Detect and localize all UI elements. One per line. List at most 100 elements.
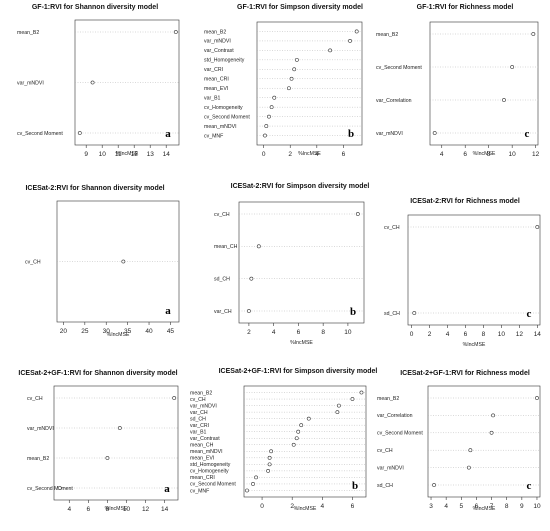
data-point xyxy=(510,65,515,69)
data-point xyxy=(355,212,360,216)
x-tick-label: 2 xyxy=(290,503,294,510)
x-tick-label: 5 xyxy=(459,503,463,510)
plot-frame xyxy=(429,21,539,146)
variable-label: std_Homogeneity xyxy=(190,462,231,468)
data-point xyxy=(354,29,359,34)
x-tick-label: 14 xyxy=(534,331,542,338)
data-point xyxy=(291,442,296,447)
data-point xyxy=(535,225,540,229)
panel-letter: b xyxy=(352,480,358,492)
plot-frame xyxy=(427,385,541,498)
panel-2: GF-1:RVI for Simpson diversity model mean… xyxy=(204,4,363,158)
x-tick-label: 10 xyxy=(533,503,541,510)
x-tick-label: 6 xyxy=(464,331,468,338)
variable-label: cv_Second Moment xyxy=(377,431,423,437)
data-point xyxy=(296,429,301,434)
panel-3: GF-1:RVI for Richness model mean_B2 cv_Sec… xyxy=(376,4,540,158)
data-point xyxy=(350,397,355,401)
x-tick-label: 4 xyxy=(440,151,444,158)
data-point xyxy=(247,309,251,313)
data-point xyxy=(432,131,437,135)
x-axis-label: %IncMSE xyxy=(290,340,313,346)
plot-frame xyxy=(256,21,363,146)
panel-title: ICESat-2:RVI for Simpson diversity model xyxy=(231,183,370,190)
variable-label: mean_EVI xyxy=(190,456,214,462)
panel-1: GF-1:RVI for Shannon diversity model mean… xyxy=(17,4,180,158)
data-point xyxy=(267,455,272,460)
panel-letter: c xyxy=(527,480,532,492)
variable-label: var_mNDVI xyxy=(27,426,54,432)
data-point xyxy=(264,124,269,128)
variable-label: mean_EVI xyxy=(204,86,228,92)
panel-letter: a xyxy=(165,305,171,317)
x-tick-label: 10 xyxy=(344,329,352,336)
panel-7: ICESat-2+GF-1:RVI for Shannon diversity … xyxy=(18,370,179,513)
x-tick-label: 0 xyxy=(260,503,264,510)
panel-title: ICESat-2+GF-1:RVI for Simpson diversity … xyxy=(219,368,378,375)
x-tick-label: 8 xyxy=(505,503,509,510)
x-tick-label: 7 xyxy=(490,503,494,510)
data-point xyxy=(267,114,271,119)
x-tick-label: 20 xyxy=(60,328,68,335)
variable-label: mean_CH xyxy=(190,443,214,449)
x-axis-label: %IncMSE xyxy=(473,151,496,157)
variable-label: var_mNDVI xyxy=(204,39,231,45)
x-tick-label: 12 xyxy=(142,506,150,513)
data-point xyxy=(466,465,471,470)
variable-label: mean_mNDVI xyxy=(190,449,223,455)
x-axis-label: %IncMSE xyxy=(463,342,486,348)
panel-5: ICESat-2:RVI for Simpson diversity model… xyxy=(214,183,369,346)
x-tick-label: 9 xyxy=(520,503,524,510)
variable-label: cv_CH xyxy=(25,259,41,265)
data-point xyxy=(336,403,341,408)
panel-title: GF-1:RVI for Shannon diversity model xyxy=(32,4,158,11)
x-tick-label: 14 xyxy=(161,506,169,513)
x-axis-label: %IncMSE xyxy=(107,332,130,338)
data-point xyxy=(502,98,506,102)
data-point xyxy=(294,57,299,62)
panel-title: ICESat-2+GF-1:RVI for Richness model xyxy=(400,370,530,377)
data-point xyxy=(172,396,177,400)
variable-label: var_CRI xyxy=(190,423,209,429)
panel-title: ICESat-2+GF-1:RVI for Shannon diversity … xyxy=(18,370,177,377)
x-tick-label: 13 xyxy=(147,151,155,158)
variable-label: mean_B2 xyxy=(377,396,399,402)
data-point xyxy=(292,67,297,72)
x-tick-label: 0 xyxy=(410,331,414,338)
variable-label: var_mNDVI xyxy=(190,403,217,409)
panel-letter: b xyxy=(348,128,354,140)
x-tick-label: 10 xyxy=(509,151,517,158)
x-tick-label: 11 xyxy=(115,151,122,158)
variable-label: cv_Second Moment xyxy=(204,114,250,120)
variable-label: cv_Second Moment xyxy=(376,65,422,71)
data-point xyxy=(306,416,311,421)
panel-title: GF-1:RVI for Simpson diversity model xyxy=(237,4,363,11)
data-point xyxy=(269,105,274,110)
x-tick-label: 6 xyxy=(351,503,355,510)
data-point xyxy=(269,449,274,454)
x-tick-label: 10 xyxy=(498,331,506,338)
x-tick-label: 4 xyxy=(446,331,450,338)
variable-label: cv_Second Moment xyxy=(17,131,63,137)
data-point xyxy=(245,488,249,493)
x-tick-label: 2 xyxy=(428,331,432,338)
variable-label: mean_CH xyxy=(214,244,238,250)
data-point xyxy=(117,426,122,430)
plot-frame xyxy=(407,214,541,326)
variable-label: sd_CH xyxy=(190,416,206,422)
x-axis-label: %IncMSE xyxy=(298,151,321,157)
panel-letter: b xyxy=(350,306,356,318)
variable-label: cv_MNF xyxy=(190,488,209,494)
x-tick-label: 12 xyxy=(532,151,540,158)
data-point xyxy=(251,482,255,486)
data-point xyxy=(535,396,539,400)
variable-label: sd_CH xyxy=(384,311,400,317)
data-point xyxy=(328,48,333,53)
variable-label: var_Contrast xyxy=(190,436,220,442)
data-point xyxy=(256,244,261,249)
x-tick-label: 6 xyxy=(297,329,301,336)
variable-label: mean_B2 xyxy=(190,390,212,396)
data-point xyxy=(90,80,95,85)
x-tick-label: 6 xyxy=(463,151,467,158)
